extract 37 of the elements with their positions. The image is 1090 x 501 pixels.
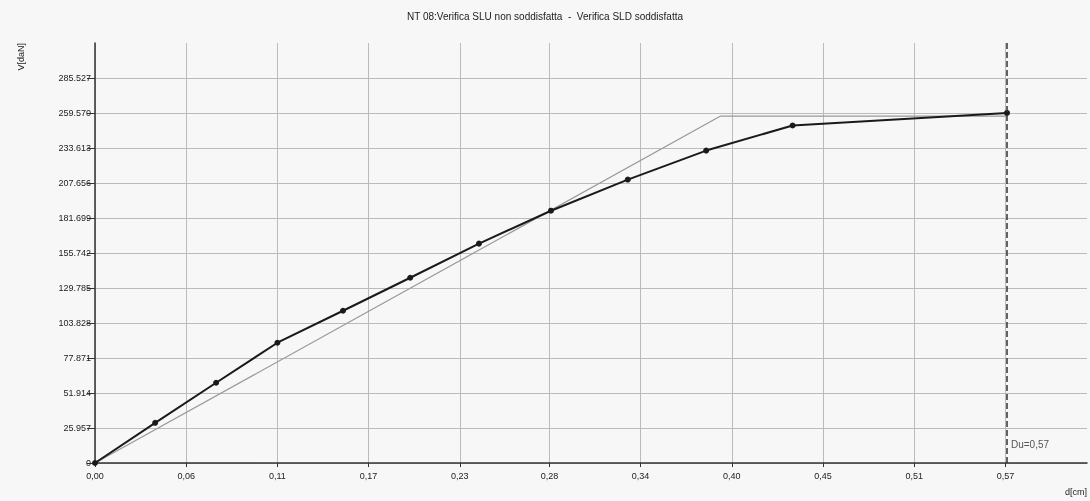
x-tick-label: 0,00 [86,470,104,481]
x-tick-label: 0,34 [631,470,650,481]
point [340,307,346,314]
x-tick-label: 0,51 [905,470,923,481]
ref-line-label: Du=0,57 [1011,438,1050,450]
y-tick-label: 129.785 [58,283,91,293]
x-tick-label: 0,28 [540,470,559,481]
x-tick-label: 0,45 [814,470,832,481]
point [624,176,631,183]
x-tick-label: 0,06 [177,470,195,481]
y-tick-label: 0 [85,458,91,468]
point [213,379,220,386]
y-tick-label: 103.828 [58,318,91,328]
y-tick-label: 77.871 [63,353,91,363]
x-tick-label: 0,40 [723,470,741,481]
x-axis-title: d[cm] [1064,486,1087,497]
y-axis-title: V[daN] [15,43,26,71]
x-tick-label: 0,23 [451,470,469,481]
y-tick-label: 181.699 [58,213,91,223]
x-tick-label: 0,17 [359,470,378,481]
point [407,274,414,281]
point [476,240,482,247]
chart-title: NT 08:Verifica SLU non soddisfatta - Verifica SLD soddisfatta [406,10,684,22]
y-tick-label: 259.570 [58,108,91,118]
y-tick-label: 51.914 [63,388,91,398]
point [548,207,554,214]
y-tick-label: 207.656 [58,178,91,188]
point [152,419,159,426]
y-tick-label: 285.527 [58,73,91,83]
point [703,147,710,154]
y-tick-label: 155.742 [58,248,91,258]
x-tick-label: 0,11 [268,470,286,481]
y-tick-label: 233.613 [58,143,91,153]
x-tick-label: 0,57 [996,470,1015,481]
point [789,122,796,129]
y-tick-label: 25.957 [63,423,91,433]
point [274,339,281,346]
